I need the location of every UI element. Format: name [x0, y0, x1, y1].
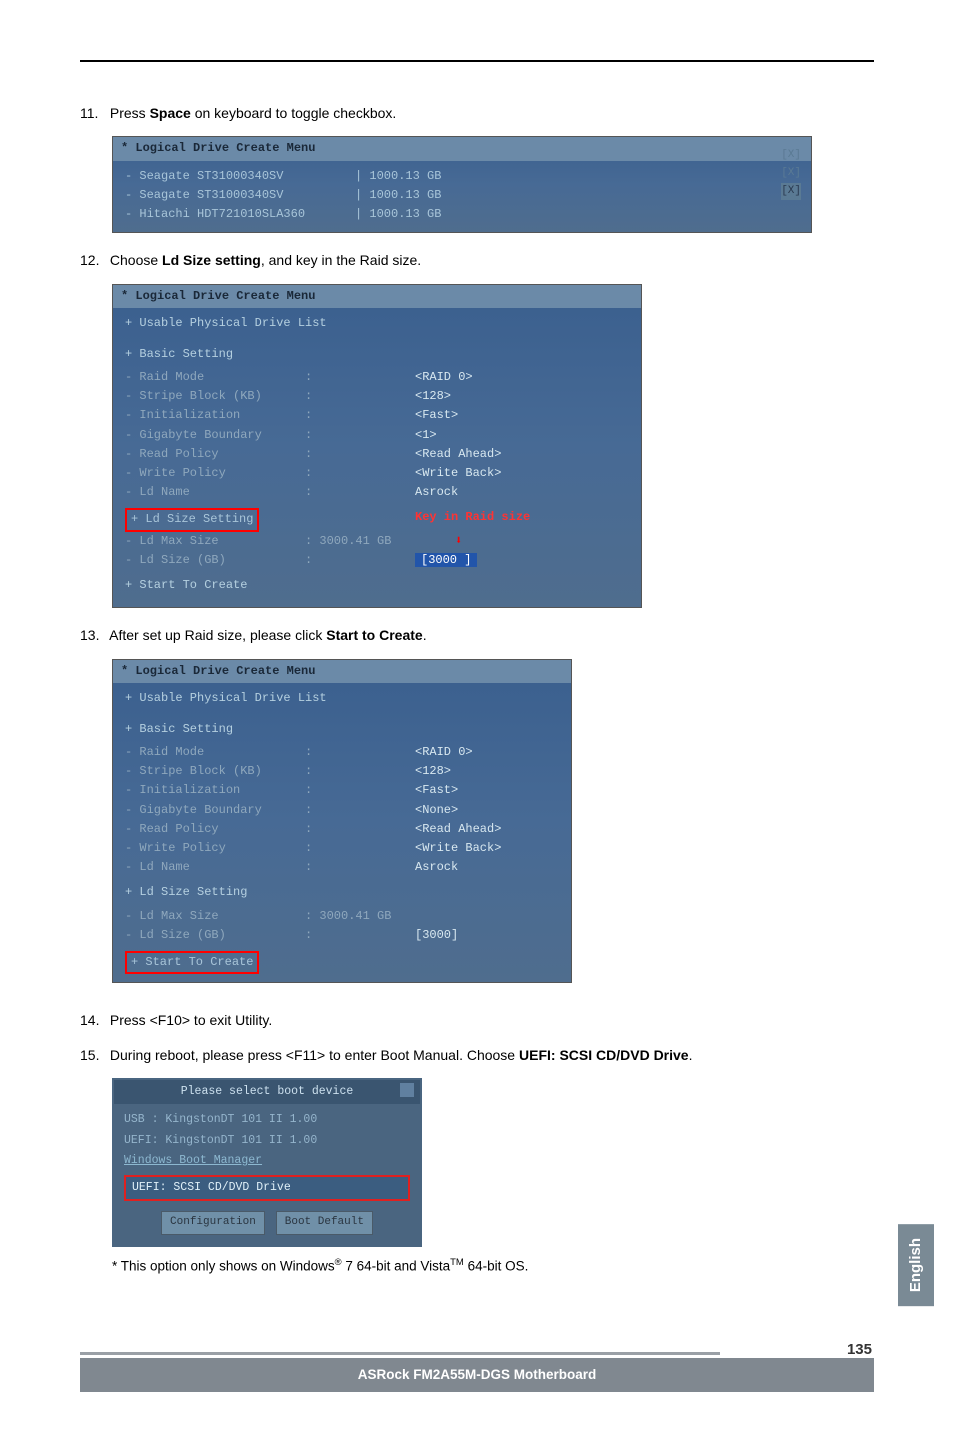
checkbox-col: [X] [X] [X] [781, 147, 801, 200]
setting-row: - Initialization:<Fast> [125, 781, 559, 800]
drive-row: - Seagate ST31000340SV| 1000.13 GB [125, 186, 799, 205]
setting-row: - Initialization:<Fast> [125, 406, 629, 425]
boot-default-button: Boot Default [276, 1211, 373, 1235]
step-14: 14. Press <F10> to exit Utility. [80, 1009, 874, 1031]
ld-setting-row: + Ld Size Setting Key in Raid size [125, 508, 629, 531]
setting-row: - Ld Name:Asrock [125, 483, 629, 502]
boot-title: Please select boot device [114, 1080, 420, 1104]
boot-item-windows: Windows Boot Manager [124, 1151, 410, 1171]
footer-rule [80, 1352, 720, 1355]
setting-row: - Stripe Block (KB):<128> [125, 387, 629, 406]
screenshot-3: * Logical Drive Create Menu + Usable Phy… [112, 659, 572, 984]
step-12: 12. Choose Ld Size setting, and key in t… [80, 249, 874, 271]
footer-bar: ASRock FM2A55M-DGS Motherboard [80, 1358, 874, 1392]
bios-header: * Logical Drive Create Menu [113, 660, 571, 683]
step-13: 13. After set up Raid size, please click… [80, 624, 874, 646]
basic-title: + Basic Setting [125, 720, 559, 739]
ld-size-row: - Ld Size (GB):[3000 ] [125, 551, 629, 570]
ld-setting: + Ld Size Setting [125, 883, 559, 902]
step-num: 13. [80, 624, 106, 646]
red-highlight-start: + Start To Create [125, 951, 259, 974]
setting-row: - Write Policy:<Write Back> [125, 839, 559, 858]
title-icon [400, 1083, 414, 1097]
ld-max-row: - Ld Max Size: 3000.41 GB [125, 907, 559, 926]
bios-header: * Logical Drive Create Menu [113, 137, 811, 160]
setting-row: - Raid Mode:<RAID 0> [125, 368, 629, 387]
boot-item: USB : KingstonDT 101 II 1.00 [124, 1110, 410, 1130]
setting-row: - Read Policy:<Read Ahead> [125, 820, 559, 839]
step-num: 11. [80, 102, 106, 124]
setting-row: - Stripe Block (KB):<128> [125, 762, 559, 781]
step-text: During reboot, please press <F11> to ent… [110, 1047, 693, 1063]
boot-item: UEFI: KingstonDT 101 II 1.00 [124, 1131, 410, 1151]
start-create: + Start To Create [125, 576, 629, 595]
screenshot-2: * Logical Drive Create Menu + Usable Phy… [112, 284, 642, 609]
step-text: Press Space on keyboard to toggle checkb… [110, 105, 396, 121]
boot-menu: Please select boot device USB : Kingston… [112, 1078, 422, 1247]
step-num: 14. [80, 1009, 106, 1031]
red-highlight-box: + Ld Size Setting [125, 508, 259, 531]
step-text: Choose Ld Size setting, and key in the R… [110, 252, 421, 268]
setting-row: - Read Policy:<Read Ahead> [125, 445, 629, 464]
step-text: Press <F10> to exit Utility. [110, 1012, 272, 1028]
step-text: After set up Raid size, please click Sta… [109, 627, 426, 643]
step-15: 15. During reboot, please press <F11> to… [80, 1044, 874, 1066]
top-rule [80, 60, 874, 62]
setting-row: - Gigabyte Boundary:<1> [125, 426, 629, 445]
key-hint: Key in Raid size [415, 508, 530, 531]
basic-title: + Basic Setting [125, 345, 629, 364]
screenshot-1: * Logical Drive Create Menu - Seagate ST… [112, 136, 812, 233]
setting-row: - Write Policy:<Write Back> [125, 464, 629, 483]
step-num: 12. [80, 249, 106, 271]
ld-max-row: - Ld Max Size: 3000.41 GB⬇ [125, 532, 629, 551]
bios-sub: + Usable Physical Drive List [125, 689, 559, 708]
language-tab: English [898, 1224, 934, 1306]
boot-item-selected: UEFI: SCSI CD/DVD Drive [124, 1175, 410, 1201]
ld-size-row: - Ld Size (GB):[3000] [125, 926, 559, 945]
step-num: 15. [80, 1044, 106, 1066]
down-arrow-icon: ⬇ [455, 532, 462, 551]
config-button: Configuration [161, 1211, 265, 1235]
setting-row: - Ld Name:Asrock [125, 858, 559, 877]
bios-sub: + Usable Physical Drive List [125, 314, 629, 333]
setting-row: - Raid Mode:<RAID 0> [125, 743, 559, 762]
footnote: * This option only shows on Windows® 7 6… [112, 1255, 874, 1277]
size-input: [3000 ] [415, 553, 477, 567]
step-11: 11. Press Space on keyboard to toggle ch… [80, 102, 874, 124]
drive-row: - Seagate ST31000340SV| 1000.13 GB [125, 167, 799, 186]
setting-row: - Gigabyte Boundary:<None> [125, 801, 559, 820]
drive-row: - Hitachi HDT721010SLA360| 1000.13 GB [125, 205, 799, 224]
bios-header: * Logical Drive Create Menu [113, 285, 641, 308]
